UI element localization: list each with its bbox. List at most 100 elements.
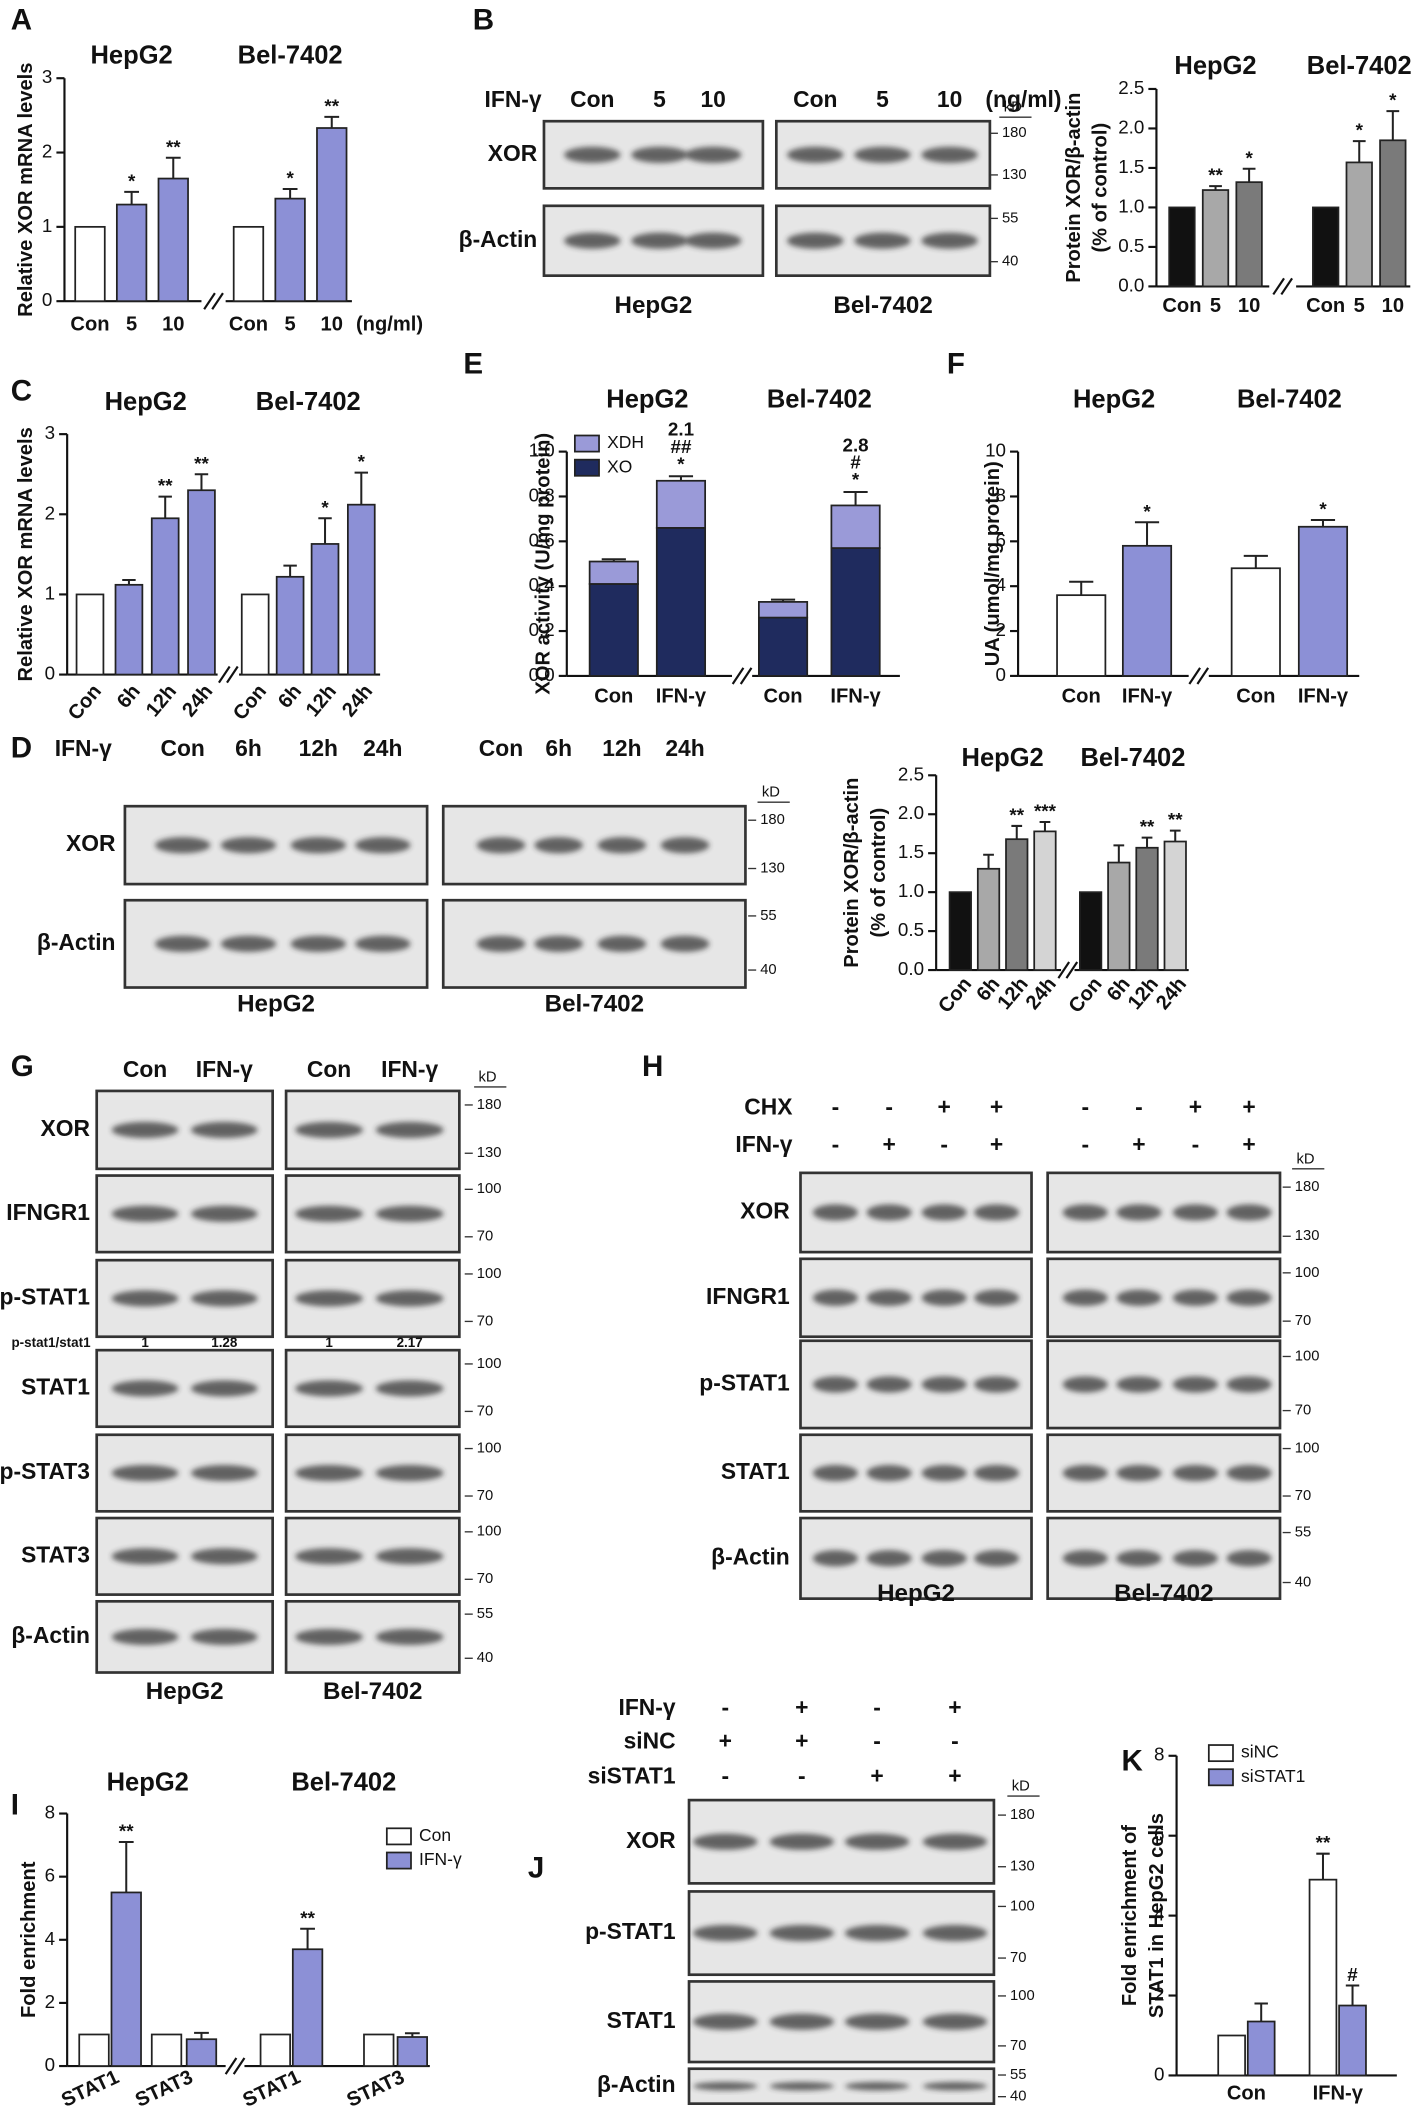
condition-sign: -: [1135, 1093, 1143, 1119]
condition-sign: +: [938, 1093, 951, 1119]
blot-band: [693, 1833, 758, 1850]
blot-band: [1172, 1204, 1218, 1221]
error-bar: [1209, 185, 1222, 191]
x-tick-label: Con: [1306, 295, 1345, 317]
y-axis-label: Fold enrichment of: [1119, 1825, 1141, 2006]
bar: [1312, 206, 1340, 288]
blot-band: [922, 2013, 988, 2030]
blot-band: [111, 1380, 179, 1397]
blot-band: [660, 935, 710, 952]
blot-band: [812, 1550, 858, 1567]
legend-swatch: [385, 1827, 412, 1846]
bar: [1246, 2020, 1276, 2077]
bar: [157, 177, 189, 303]
y-axis-label: Protein XOR/β-actin: [841, 778, 863, 968]
blot-band: [155, 935, 211, 952]
condition-sign: +: [1242, 1131, 1255, 1157]
bar: [588, 560, 639, 585]
blot-band: [866, 1550, 912, 1567]
bar: [830, 547, 881, 677]
blot-band: [866, 1464, 912, 1482]
cell-label: HepG2: [615, 292, 693, 319]
group-title: HepG2: [91, 41, 173, 69]
bar: [1168, 206, 1196, 288]
bar: [830, 504, 881, 549]
error-bar: [1254, 2002, 1268, 2022]
x-tick-label: IFN-γ: [1313, 2083, 1364, 2105]
condition-sign: -: [873, 1694, 881, 1720]
blot-band: [295, 1464, 363, 1482]
blot-band: [812, 1289, 858, 1306]
cell-label: Bel-7402: [545, 990, 644, 1017]
blot-band: [866, 1376, 912, 1393]
bar: [75, 593, 105, 676]
x-tick-label: 10: [1238, 295, 1260, 317]
y-tick-label: 0: [1154, 2063, 1164, 2084]
axis-break: [731, 667, 745, 685]
y-tick-label: 1.0: [529, 440, 555, 461]
marker-label: 180: [1002, 125, 1027, 141]
bar: [1308, 1878, 1338, 2077]
y-tick-label: 6: [996, 529, 1006, 550]
error-bar: [601, 558, 626, 562]
x-tick-label: 5: [126, 314, 137, 336]
annotation: #: [1347, 1964, 1358, 1985]
error-bar: [194, 473, 209, 491]
group-title: HepG2: [962, 744, 1044, 772]
axis-break: [232, 2057, 246, 2075]
bar: [948, 891, 972, 971]
group-title: Bel-7402: [1080, 744, 1185, 772]
annotation: *: [1356, 120, 1364, 141]
condition-sign: +: [1132, 1131, 1145, 1157]
y-tick-label: 2.0: [898, 802, 924, 823]
legend-label: Con: [419, 1825, 451, 1845]
condition-sign: -: [940, 1131, 948, 1157]
error-bar: [158, 495, 172, 519]
axis-break: [211, 292, 224, 310]
marker-label: 100: [477, 1356, 502, 1372]
annotation: *: [321, 497, 329, 518]
lane-label: Con: [307, 1056, 351, 1082]
bar: [363, 2033, 395, 2067]
bar: [291, 1948, 324, 2067]
row-label: β-Actin: [11, 1622, 90, 1648]
y-tick-label: 8: [996, 484, 1006, 505]
condition-sign: +: [990, 1131, 1003, 1157]
legend-label: XO: [607, 456, 632, 476]
panel-letter: D: [11, 732, 32, 765]
annotation: *: [852, 469, 860, 490]
blot-band: [1062, 1464, 1108, 1482]
blot-band: [769, 2013, 835, 2030]
marker-label: 70: [1295, 1403, 1311, 1419]
panel-letter: F: [947, 347, 965, 380]
bar: [655, 526, 707, 677]
annotation: **: [194, 453, 209, 474]
blot-band: [375, 1464, 444, 1482]
x-tick-label: Con: [229, 314, 268, 336]
error-bar: [1113, 844, 1125, 863]
y-tick-label: 8: [1154, 1744, 1164, 1765]
legend-swatch: [1207, 1768, 1234, 1787]
y-tick-label: 4: [45, 1928, 55, 1949]
blot-band: [974, 1204, 1020, 1221]
row-label: β-Actin: [37, 929, 116, 955]
row-label: p-STAT3: [0, 1458, 90, 1484]
blot-band: [974, 1376, 1020, 1393]
annotation: *: [677, 454, 685, 475]
marker-label: 130: [1002, 167, 1027, 183]
blot-band: [295, 1205, 363, 1222]
blot-band: [476, 935, 526, 952]
marker-label: 70: [1295, 1313, 1311, 1329]
ratio-value: 1: [325, 1335, 333, 1350]
x-tick-label: 5: [1210, 295, 1221, 317]
cell-label: HepG2: [877, 1580, 955, 1607]
blot-band: [220, 935, 277, 952]
y-axis-label: Relative XOR mRNA levels: [15, 63, 37, 317]
y-tick-label: 1.0: [898, 880, 924, 901]
error-bar: [1243, 554, 1268, 569]
x-tick-label: Con: [763, 686, 802, 708]
blot-band: [191, 1628, 258, 1645]
x-unit: (ng/ml): [356, 314, 423, 336]
marker-label: 180: [760, 812, 785, 828]
y-tick-label: 2.0: [1118, 116, 1144, 137]
